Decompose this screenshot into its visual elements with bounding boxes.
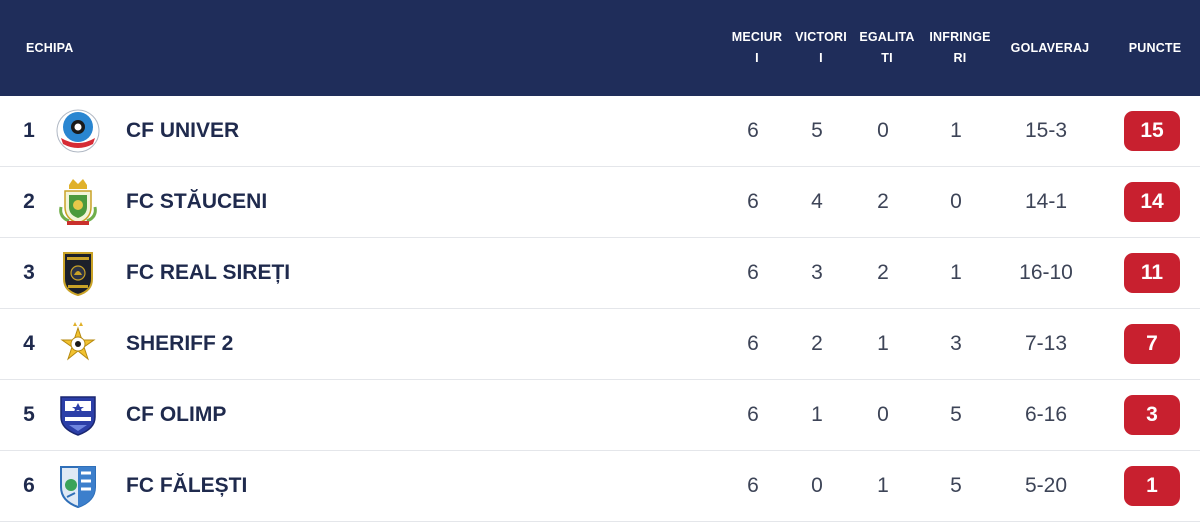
univer-logo-icon: [52, 96, 104, 166]
losses: 5: [950, 474, 962, 497]
table-row[interactable]: 3 FC REAL SIREȚI 6 3 2 1 16-10 11: [0, 238, 1200, 309]
wins: 3: [811, 261, 823, 284]
draws: 1: [877, 474, 889, 497]
points-cell: 7: [1118, 309, 1186, 379]
table-row[interactable]: 2 FC STĂUCENI 6 4 2 0 14-1 14: [0, 167, 1200, 238]
table-row[interactable]: 1 CF UNIVER 6 5 0 1 15-3 15: [0, 96, 1200, 167]
draws: 2: [877, 261, 889, 284]
position: 6: [23, 474, 35, 497]
team-name[interactable]: FC FĂLEȘTI: [126, 474, 248, 497]
col-header-draws: EGALITA TI: [859, 30, 915, 65]
table-row[interactable]: 6 FC FĂLEȘTI 6 0 1 5 5-20 1: [0, 451, 1200, 522]
draws: 1: [877, 332, 889, 355]
team-name[interactable]: FC STĂUCENI: [126, 190, 268, 213]
points-badge: 1: [1124, 466, 1180, 506]
goals: 5-20: [1024, 474, 1068, 497]
goals: 15-3: [1024, 119, 1068, 142]
sheriff-logo-icon: [52, 309, 104, 379]
draws: 0: [877, 119, 889, 142]
points-cell: 14: [1118, 167, 1186, 237]
losses: 1: [950, 119, 962, 142]
olimp-logo-icon: [52, 380, 104, 450]
goals: 6-16: [1024, 403, 1068, 426]
position: 2: [23, 190, 35, 213]
played: 6: [747, 261, 759, 284]
goals: 16-10: [1019, 261, 1073, 284]
played: 6: [747, 332, 759, 355]
losses: 0: [950, 190, 962, 213]
wins: 5: [811, 119, 823, 142]
points-badge: 14: [1124, 182, 1180, 222]
team-name[interactable]: FC REAL SIREȚI: [126, 261, 291, 284]
position: 3: [23, 261, 35, 284]
draws: 0: [877, 403, 889, 426]
points-cell: 15: [1118, 96, 1186, 166]
col-header-goal-diff: GOLAVERAJ: [1010, 40, 1090, 55]
played: 6: [747, 119, 759, 142]
wins: 2: [811, 332, 823, 355]
played: 6: [747, 403, 759, 426]
stauceni-logo-icon: [52, 167, 104, 237]
points-cell: 1: [1118, 451, 1186, 521]
position: 4: [23, 332, 35, 355]
points-cell: 3: [1118, 380, 1186, 450]
points-badge: 15: [1124, 111, 1180, 151]
losses: 1: [950, 261, 962, 284]
wins: 0: [811, 474, 823, 497]
wins: 4: [811, 190, 823, 213]
col-header-played: MECIUR I: [731, 30, 783, 65]
standings-header: ECHIPA MECIUR I VICTORI I EGALITA TI INFRIN…: [0, 0, 1200, 96]
losses: 3: [950, 332, 962, 355]
points-cell: 11: [1118, 238, 1186, 308]
losses: 5: [950, 403, 962, 426]
table-row[interactable]: 4 SHERIFF 2 6 2 1 3 7-13 7: [0, 309, 1200, 380]
real-sireti-logo-icon: [52, 238, 104, 308]
points-badge: 11: [1124, 253, 1180, 293]
position: 5: [23, 403, 35, 426]
team-name[interactable]: CF OLIMP: [126, 403, 227, 426]
wins: 1: [811, 403, 823, 426]
table-row[interactable]: 5 CF OLIMP 6 1 0 5 6-16 3: [0, 380, 1200, 451]
col-header-losses: INFRINGE RI: [929, 30, 991, 65]
col-header-points: PUNCTE: [1128, 40, 1182, 55]
team-name[interactable]: CF UNIVER: [126, 119, 240, 142]
points-badge: 3: [1124, 395, 1180, 435]
points-badge: 7: [1124, 324, 1180, 364]
played: 6: [747, 474, 759, 497]
col-header-team: ECHIPA: [26, 40, 74, 55]
falesti-logo-icon: [52, 451, 104, 521]
played: 6: [747, 190, 759, 213]
position: 1: [23, 119, 35, 142]
goals: 14-1: [1024, 190, 1068, 213]
goals: 7-13: [1024, 332, 1068, 355]
col-header-wins: VICTORI I: [795, 30, 847, 65]
draws: 2: [877, 190, 889, 213]
team-name[interactable]: SHERIFF 2: [126, 332, 234, 355]
